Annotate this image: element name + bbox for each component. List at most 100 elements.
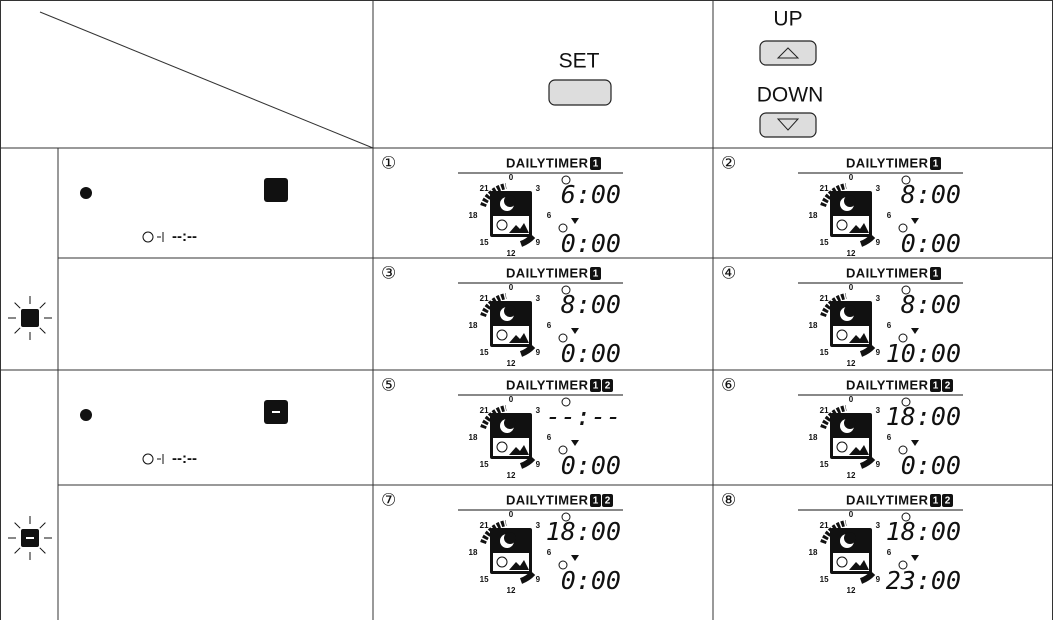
- dial-label: 6: [887, 321, 892, 330]
- dial-label: 3: [536, 184, 541, 193]
- dial-label: 21: [480, 521, 489, 530]
- ray: [39, 547, 46, 554]
- off-time: 0:00: [561, 451, 621, 480]
- down-button[interactable]: [759, 112, 817, 138]
- timer-badge: [930, 379, 941, 392]
- dial-label: 0: [509, 510, 514, 519]
- mountains: [509, 445, 529, 455]
- dial-segments: [519, 343, 536, 357]
- dial-label: 9: [876, 238, 881, 247]
- dial-segments: [519, 455, 536, 469]
- sun: [496, 441, 508, 453]
- dial-label: 0: [509, 395, 514, 404]
- display-title: DAILYTIMER: [846, 377, 929, 392]
- dial-label: 12: [507, 471, 516, 480]
- down-arrow: [571, 218, 579, 224]
- up-button[interactable]: [759, 40, 817, 66]
- timer-badge: [590, 379, 601, 392]
- set-label: SET: [559, 50, 600, 73]
- display-title: DAILYTIMER: [506, 492, 589, 507]
- timer-badge-number: 1: [593, 381, 599, 392]
- dial-label: 15: [820, 348, 829, 357]
- sun: [836, 441, 848, 453]
- timer-badge: [590, 267, 601, 280]
- ray: [14, 522, 21, 529]
- bullet: [80, 187, 92, 199]
- step-marker: ⑧: [721, 490, 736, 509]
- ray: [39, 302, 46, 309]
- dial-segments: [859, 343, 876, 357]
- display-title: DAILYTIMER: [846, 155, 929, 170]
- dial-label: 21: [480, 294, 489, 303]
- moon-cut: [504, 532, 516, 544]
- dial-label: 18: [469, 433, 478, 442]
- dial-label: 21: [820, 294, 829, 303]
- dial-label: 3: [876, 521, 881, 530]
- dial-label: 12: [847, 471, 856, 480]
- off-time: 0:00: [561, 339, 621, 368]
- down-arrow: [911, 328, 919, 334]
- mountains: [849, 560, 869, 570]
- off-clock: [558, 333, 568, 343]
- display-title: DAILYTIMER: [846, 492, 929, 507]
- dial-label: 9: [876, 575, 881, 584]
- on-time: 18:00: [886, 517, 961, 546]
- down-arrow: [911, 555, 919, 561]
- on-clock: [901, 285, 911, 295]
- dial-segments: [519, 570, 536, 584]
- step-cell: ⑥ DAILYTIMER 1 2 0 3 6 9 12 15 18 21 18:00 0:00: [721, 375, 963, 480]
- dial-label: 12: [847, 586, 856, 595]
- sun: [496, 219, 508, 231]
- dial-label: 3: [876, 184, 881, 193]
- dial-label: 21: [480, 184, 489, 193]
- dial-label: 9: [876, 460, 881, 469]
- off-time: 23:00: [886, 566, 961, 595]
- dial-label: 0: [849, 395, 854, 404]
- off-clock: [558, 445, 568, 455]
- timer-badge-number: 2: [605, 381, 611, 392]
- dial-label: 6: [547, 548, 552, 557]
- on-clock: [561, 175, 571, 185]
- on-time: 8:00: [901, 180, 961, 209]
- dial-label: 18: [469, 548, 478, 557]
- dial-label: 15: [480, 575, 489, 584]
- buttons: SET UP DOWN: [548, 8, 824, 138]
- off-clock: [558, 560, 568, 570]
- off-clock: [898, 560, 908, 570]
- down-arrow: [571, 440, 579, 446]
- off-clock: [558, 223, 568, 233]
- dial-label: 3: [536, 521, 541, 530]
- moon-cut: [844, 305, 856, 317]
- dial-label: 0: [849, 173, 854, 182]
- dial-label: 6: [547, 321, 552, 330]
- moon-cut: [844, 195, 856, 207]
- timer-badge-number: 1: [933, 159, 939, 170]
- timer-badge-number: 2: [945, 381, 951, 392]
- dial-label: 12: [847, 359, 856, 368]
- dial-label: 21: [480, 406, 489, 415]
- on-clock: [901, 397, 911, 407]
- timer-badge-number: 1: [933, 381, 939, 392]
- dial-label: 15: [820, 575, 829, 584]
- on-time: 8:00: [901, 290, 961, 319]
- mode-dash: [272, 411, 280, 413]
- up-arrow: [776, 47, 800, 59]
- step-marker: ②: [721, 153, 736, 172]
- timer-badge-number: 1: [593, 159, 599, 170]
- down-arrow: [911, 218, 919, 224]
- dial-label: 18: [469, 211, 478, 220]
- down-label: DOWN: [757, 84, 824, 107]
- dial-label: 6: [547, 433, 552, 442]
- display-title: DAILYTIMER: [506, 377, 589, 392]
- dial-label: 3: [536, 406, 541, 415]
- dial-label: 21: [820, 406, 829, 415]
- dial-label: 3: [876, 406, 881, 415]
- set-button[interactable]: [548, 79, 612, 106]
- step-cell: ② DAILYTIMER 1 0 3 6 9 12 15 18 21 8:00 0:00: [721, 153, 963, 258]
- off-time: 0:00: [561, 566, 621, 595]
- dial-label: 3: [536, 294, 541, 303]
- mountains: [509, 333, 529, 343]
- step-cell: ③ DAILYTIMER 1 0 3 6 9 12 15 18 21 8:00 0:00: [381, 263, 623, 368]
- off-time: 10:00: [886, 339, 961, 368]
